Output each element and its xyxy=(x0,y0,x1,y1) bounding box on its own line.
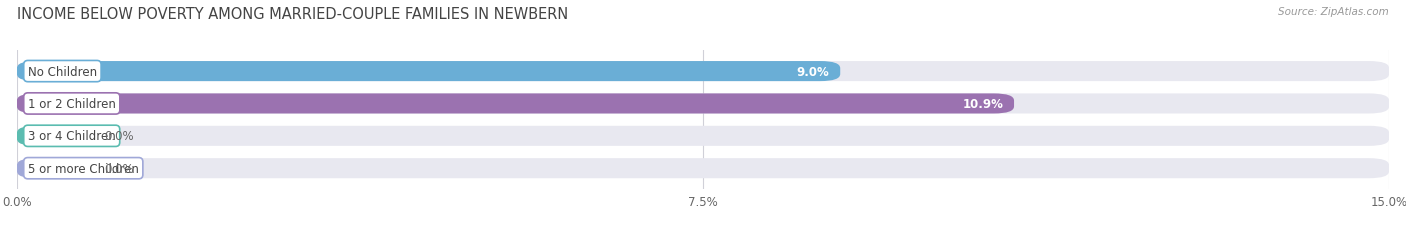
FancyBboxPatch shape xyxy=(17,158,1389,179)
Text: 9.0%: 9.0% xyxy=(796,65,830,78)
FancyBboxPatch shape xyxy=(17,126,90,146)
Text: Source: ZipAtlas.com: Source: ZipAtlas.com xyxy=(1278,7,1389,17)
Text: 0.0%: 0.0% xyxy=(104,130,134,143)
Text: INCOME BELOW POVERTY AMONG MARRIED-COUPLE FAMILIES IN NEWBERN: INCOME BELOW POVERTY AMONG MARRIED-COUPL… xyxy=(17,7,568,22)
Text: No Children: No Children xyxy=(28,65,97,78)
Text: 3 or 4 Children: 3 or 4 Children xyxy=(28,130,115,143)
Text: 1 or 2 Children: 1 or 2 Children xyxy=(28,97,115,110)
FancyBboxPatch shape xyxy=(17,94,1014,114)
FancyBboxPatch shape xyxy=(17,126,1389,146)
FancyBboxPatch shape xyxy=(17,62,1389,82)
Text: 5 or more Children: 5 or more Children xyxy=(28,162,139,175)
Text: 10.9%: 10.9% xyxy=(962,97,1002,110)
FancyBboxPatch shape xyxy=(17,158,90,179)
FancyBboxPatch shape xyxy=(17,62,841,82)
FancyBboxPatch shape xyxy=(17,94,1389,114)
Text: 0.0%: 0.0% xyxy=(104,162,134,175)
